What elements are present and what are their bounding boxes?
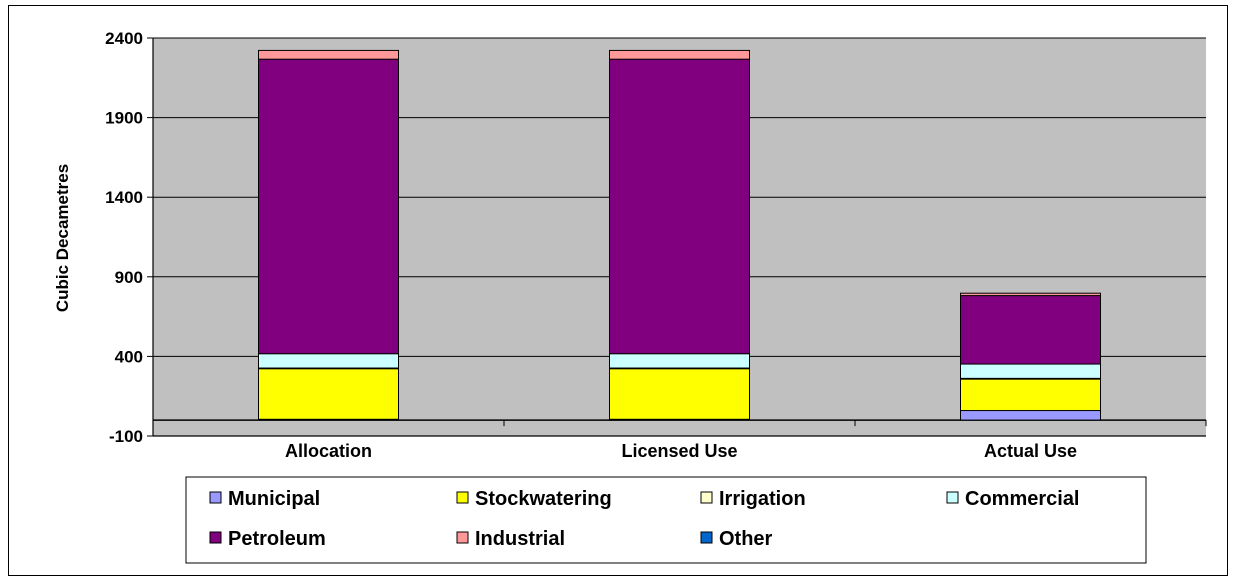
legend-swatch-other: [700, 531, 713, 544]
legend-swatch-stockwatering: [456, 491, 469, 504]
bar-segment-commercial: [258, 353, 399, 369]
legend-label-stockwatering: Stockwatering: [475, 488, 612, 510]
legend-swatch-municipal: [209, 491, 222, 504]
legend: Municipal Stockwatering Irrigation Commerci…: [185, 476, 1147, 564]
bar-segment-industrial: [609, 49, 750, 60]
x-category-label: Licensed Use: [621, 441, 737, 461]
legend-swatch-industrial: [456, 531, 469, 544]
legend-swatch-irrigation: [700, 491, 713, 504]
y-axis-label: Cubic Decametres: [53, 164, 72, 312]
legend-swatch-commercial: [946, 491, 959, 504]
bar-segment-industrial: [960, 292, 1101, 297]
y-tick-label: 1400: [105, 188, 143, 207]
bar-segment-stockwatering: [609, 367, 750, 420]
bar-segment-industrial: [258, 49, 399, 60]
bar-segment-stockwatering: [258, 367, 399, 420]
bar-segment-commercial: [609, 353, 750, 369]
bar-segment-commercial: [960, 363, 1101, 379]
y-tick-label: 2400: [105, 29, 143, 48]
bar-segment-petroleum: [960, 295, 1101, 365]
x-category-label: Actual Use: [984, 441, 1077, 461]
legend-label-other: Other: [719, 528, 773, 550]
bar-segment-municipal: [960, 410, 1101, 421]
y-tick-label: 400: [115, 347, 143, 366]
bar-segment-stockwatering: [960, 378, 1101, 412]
x-axis-categories: Allocation Licensed Use Actual Use: [152, 420, 1207, 461]
chart-frame: [8, 5, 1228, 576]
legend-label-commercial: Commercial: [965, 488, 1080, 510]
y-axis-ticks: -100 400 900 1400 1900 2400: [105, 29, 153, 446]
y-tick-label: -100: [109, 427, 143, 446]
bar-segment-petroleum: [258, 58, 399, 355]
legend-label-irrigation: Irrigation: [719, 488, 806, 510]
y-tick-label: 900: [115, 268, 143, 287]
legend-label-petroleum: Petroleum: [228, 528, 326, 550]
legend-label-industrial: Industrial: [475, 528, 565, 550]
bar-segment-petroleum: [609, 58, 750, 355]
legend-box: [185, 476, 1147, 564]
legend-swatch-petroleum: [209, 531, 222, 544]
x-category-label: Allocation: [285, 441, 372, 461]
y-tick-label: 1900: [105, 109, 143, 128]
legend-label-municipal: Municipal: [228, 488, 320, 510]
